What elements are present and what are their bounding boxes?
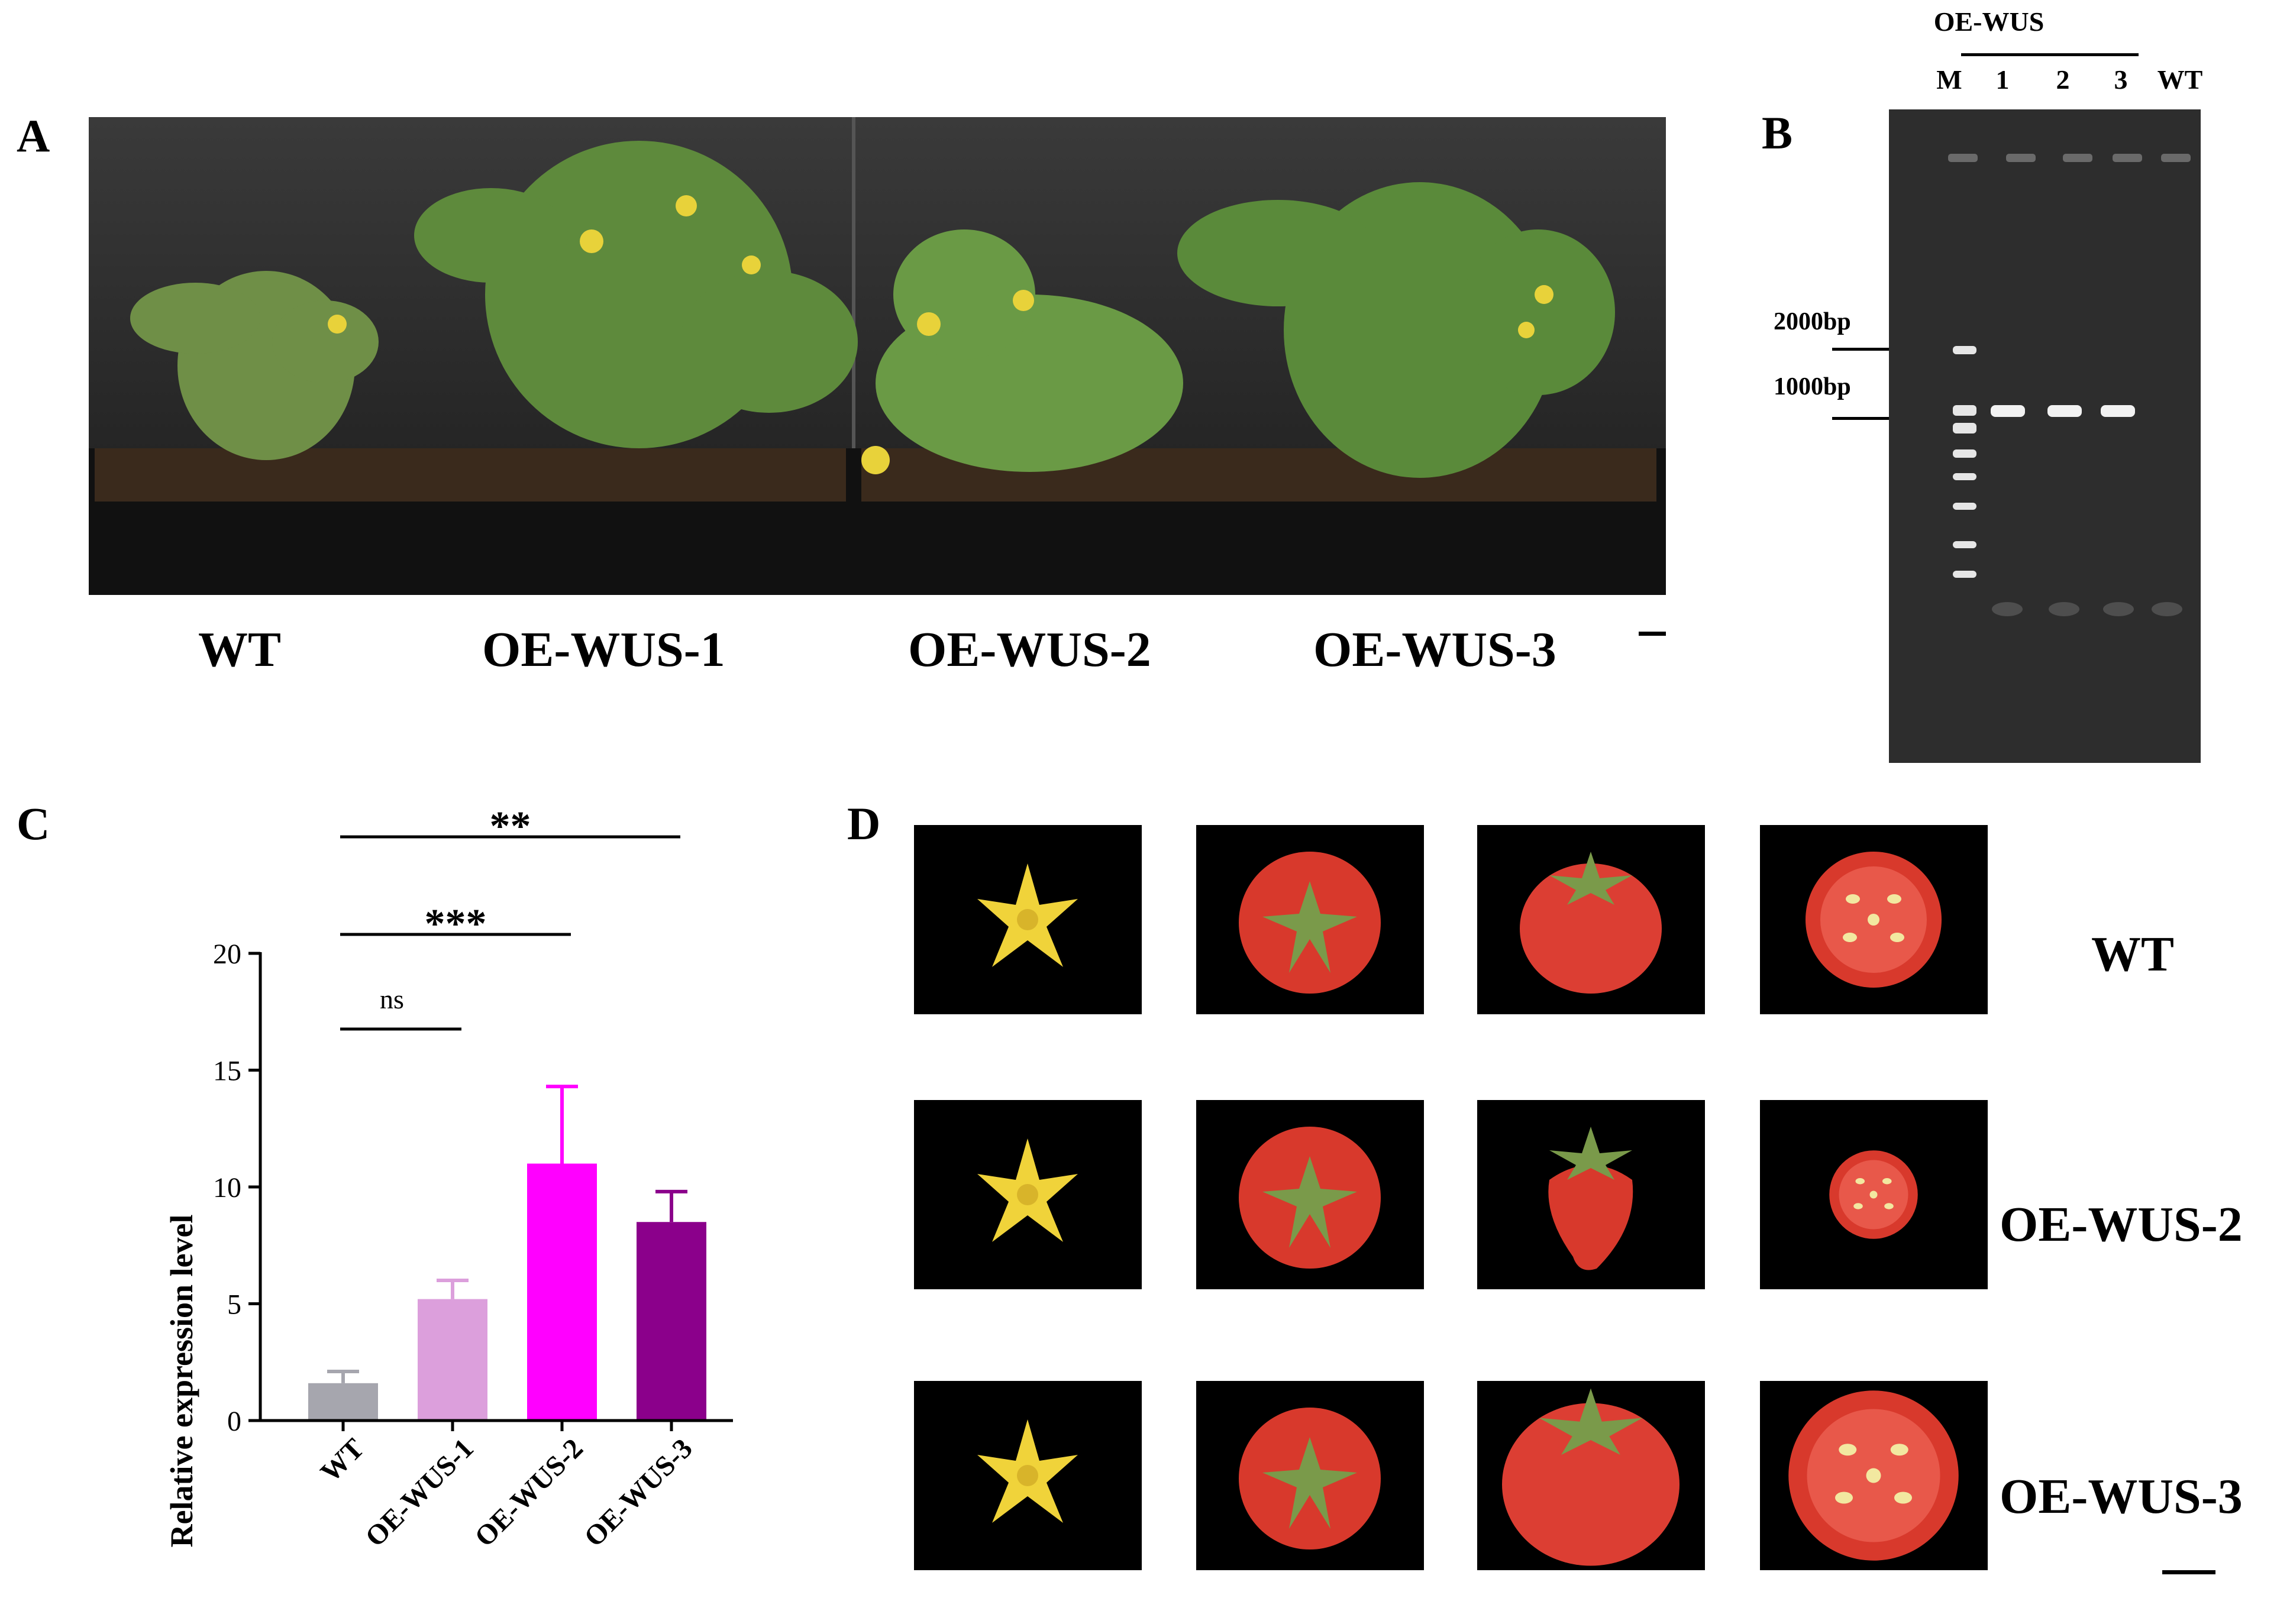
bar-oe-wus-2	[527, 1163, 597, 1421]
tile-fruit-bottom	[1196, 1100, 1424, 1289]
x-tick-label-oe-wus-1: OE-WUS-1	[359, 1432, 479, 1552]
gel-lane-2: 2	[2056, 64, 2070, 95]
marker-label-1000bp: 1000bp	[1774, 373, 1851, 400]
row-label-wt: WT	[2091, 927, 2175, 982]
panel-letter-d: D	[847, 798, 881, 849]
chart-error-bars	[327, 1085, 687, 1383]
tile-fruit-bottom	[1196, 1381, 1424, 1570]
scale-bar-d	[2162, 1570, 2215, 1574]
gel-illustration	[1889, 109, 2201, 763]
sig-label-1: ns	[380, 984, 404, 1014]
scale-bar-a	[1639, 632, 1666, 636]
gel-lane-3: 3	[2114, 64, 2128, 95]
panel-letter-a: A	[17, 110, 50, 161]
bar-wt	[308, 1383, 378, 1421]
chart-bars	[308, 1163, 706, 1421]
tile-fruit-side	[1477, 1381, 1705, 1570]
sig-label-3: **	[490, 804, 531, 849]
y-tick-label: 5	[227, 1289, 241, 1321]
gel-lane-m: M	[1936, 64, 1962, 95]
tile-flower	[914, 1381, 1142, 1570]
gel-group-label: OE-WUS	[1933, 7, 2045, 37]
plant-label-wt: WT	[198, 622, 282, 677]
tile-fruit-side	[1477, 1100, 1705, 1289]
y-tick-label: 0	[227, 1406, 241, 1437]
chart-significance: ns*****	[340, 804, 680, 1031]
plant-label-oe-wus-1: OE-WUS-1	[482, 622, 725, 677]
x-tick-label-wt: WT	[315, 1432, 370, 1488]
plant-label-oe-wus-3: OE-WUS-3	[1313, 622, 1556, 677]
tile-flower	[914, 825, 1142, 1014]
gel-image	[1889, 109, 2201, 763]
sig-label-2: ***	[425, 901, 487, 947]
plants-photo	[89, 117, 1666, 595]
bar-oe-wus-3	[637, 1222, 706, 1421]
tile-fruit-section	[1760, 1100, 1988, 1289]
panel-letter-c: C	[17, 798, 50, 849]
tile-fruit-section	[1760, 825, 1988, 1014]
marker-label-2000bp: 2000bp	[1774, 308, 1851, 335]
tile-flower	[914, 1100, 1142, 1289]
gel-lane-wt: WT	[2157, 64, 2203, 95]
plants-illustration	[89, 117, 1666, 595]
y-tick-label: 20	[213, 939, 241, 970]
row-label-oe-wus-2: OE-WUS-2	[2000, 1197, 2243, 1252]
bar-oe-wus-1	[418, 1299, 487, 1421]
x-tick-label-oe-wus-3: OE-WUS-3	[578, 1432, 698, 1552]
gel-lane-1: 1	[1995, 64, 2010, 95]
y-tick-label: 10	[213, 1172, 241, 1204]
panel-letter-b: B	[1762, 107, 1793, 158]
tile-fruit-section	[1760, 1381, 1988, 1570]
x-tick-label-oe-wus-2: OE-WUS-2	[469, 1432, 589, 1552]
chart-ylabel: Relative expression level	[164, 1215, 199, 1548]
tile-fruit-side	[1477, 825, 1705, 1014]
tile-fruit-bottom	[1196, 825, 1424, 1014]
y-tick-label: 15	[213, 1056, 241, 1087]
gel-group-line	[1961, 53, 2139, 56]
marker-line-1000bp	[1832, 417, 1921, 420]
marker-line-2000bp	[1832, 348, 1921, 351]
plant-label-oe-wus-2: OE-WUS-2	[908, 622, 1151, 677]
row-label-oe-wus-3: OE-WUS-3	[2000, 1469, 2243, 1524]
